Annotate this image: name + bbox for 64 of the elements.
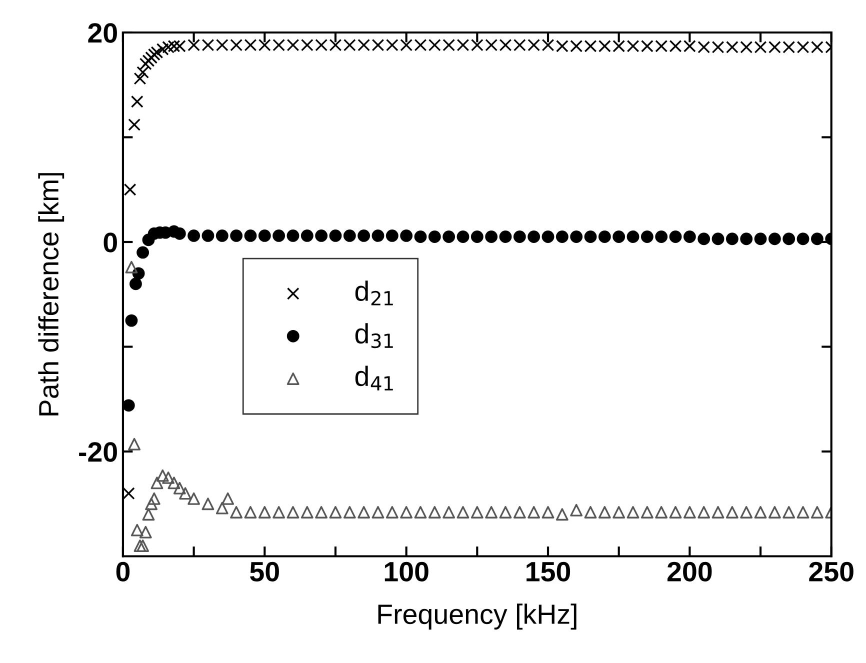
x-tick-label: 50: [250, 562, 279, 582]
x-axis-title: Frequency [kHz]: [378, 604, 576, 630]
point: [485, 230, 498, 243]
point: [712, 232, 724, 246]
point: [136, 246, 150, 259]
point: [315, 229, 328, 242]
point: [456, 230, 470, 243]
point: [796, 232, 810, 246]
point: [428, 230, 441, 243]
point: [726, 232, 738, 246]
point: [173, 227, 186, 240]
point: [669, 230, 682, 243]
point: [244, 229, 257, 242]
point: [556, 230, 568, 243]
x-tick-label: 250: [809, 562, 854, 582]
point: [386, 229, 398, 242]
point: [768, 232, 781, 246]
point: [125, 314, 138, 327]
legend-label: d$_{21}$: [355, 280, 393, 306]
point: [698, 232, 710, 246]
point: [470, 230, 484, 243]
point: [640, 230, 654, 243]
y-tick-label: 20: [88, 23, 117, 43]
point: [442, 230, 456, 243]
point: [598, 230, 611, 243]
x-tick-label: 150: [526, 562, 570, 582]
legend-label: d$_{31}$: [355, 323, 393, 348]
point: [570, 230, 583, 243]
point: [400, 229, 413, 242]
point: [414, 230, 427, 243]
point: [782, 232, 796, 246]
point: [810, 232, 824, 246]
point: [372, 229, 384, 242]
point: [230, 229, 243, 242]
point: [202, 229, 214, 242]
point: [542, 230, 554, 243]
point: [343, 229, 356, 242]
x-tick-label: 100: [384, 562, 428, 582]
point: [584, 230, 597, 243]
x-tick-label: 200: [667, 562, 712, 582]
point: [272, 229, 286, 242]
point: [655, 230, 668, 243]
legend-label: d$_{41}$: [355, 366, 393, 390]
point: [286, 229, 300, 242]
point: [683, 230, 696, 243]
point: [626, 230, 640, 243]
point: [740, 232, 753, 246]
point: [499, 230, 512, 243]
point: [300, 229, 314, 242]
y-tick-label: -20: [79, 442, 117, 462]
y-axis-title: Path difference [km]: [38, 173, 64, 416]
point: [122, 399, 135, 412]
point: [358, 229, 370, 242]
x-tick-label: 0: [116, 562, 130, 582]
point: [130, 278, 142, 290]
point: [513, 230, 526, 243]
point: [258, 229, 271, 242]
point: [528, 230, 540, 243]
point: [188, 229, 200, 242]
point: [216, 229, 228, 242]
point: [329, 229, 342, 242]
point: [612, 230, 626, 243]
y-tick-label: 0: [104, 232, 117, 252]
point: [754, 232, 767, 246]
